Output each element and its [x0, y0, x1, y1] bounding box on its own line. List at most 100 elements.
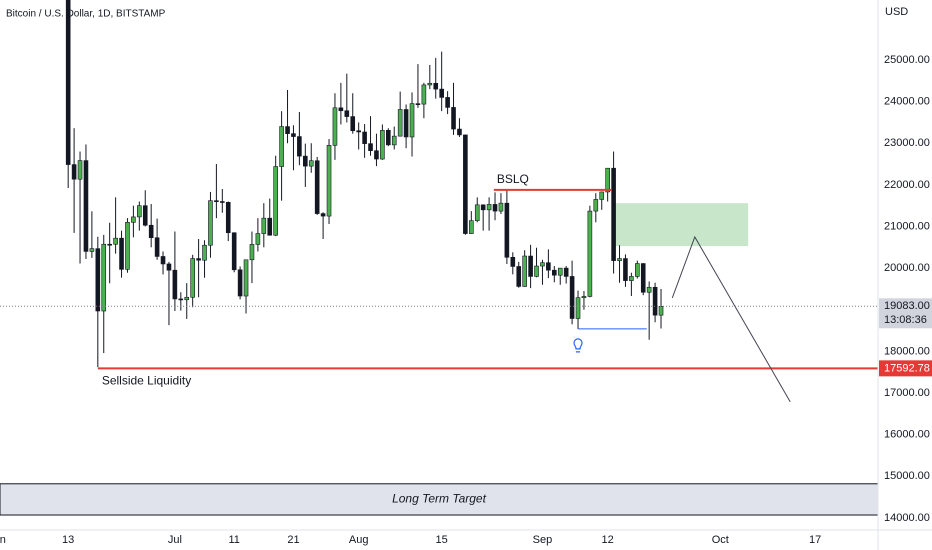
y-tick-label: 25000.00 [884, 54, 930, 66]
candle-body [374, 150, 379, 160]
countdown: 13:08:36 [884, 314, 927, 326]
candle-body [255, 233, 261, 245]
candle-body [125, 222, 130, 270]
chart-title: Bitcoin / U.S. Dollar, 1D, BITSTAMP [6, 9, 166, 20]
candle-body [137, 205, 142, 218]
candle-body [540, 262, 545, 267]
candle-body [457, 128, 462, 136]
candle-body [208, 200, 213, 246]
candle-body [397, 109, 403, 137]
candle-body [89, 248, 95, 252]
candle-body [243, 259, 249, 297]
candle-body [368, 143, 373, 152]
candle-body [261, 217, 267, 234]
candle-body [391, 135, 397, 146]
candle-body [356, 130, 361, 133]
sellside-price-box [879, 360, 932, 377]
candle-body [623, 258, 628, 281]
last-price-box [879, 298, 932, 329]
x-tick-label: 13 [62, 534, 74, 546]
candle-body [528, 255, 533, 277]
candle-body [510, 256, 516, 267]
candle-body [557, 267, 563, 276]
candle-body [332, 107, 338, 146]
candle-body [421, 84, 427, 105]
x-tick-label: 15 [436, 534, 448, 546]
bulb-icon [573, 338, 583, 353]
candle-body [297, 136, 302, 157]
candle-body [463, 134, 468, 234]
candle-body [107, 243, 112, 246]
candle-body [469, 220, 474, 234]
x-tick-label: Sep [533, 534, 553, 546]
candle-body [338, 107, 344, 112]
candle-body [285, 126, 290, 134]
candle-body [522, 255, 527, 287]
plot-area: Long Term Target Sellside Liquidity BSLQ [0, 0, 878, 516]
candle-body [498, 202, 504, 212]
sellside-label: Sellside Liquidity [102, 374, 191, 388]
candle-body [605, 167, 610, 193]
x-tick-label: Oct [712, 534, 729, 546]
supply-zone [611, 203, 749, 247]
candle-body [415, 103, 421, 105]
candle-body [71, 164, 77, 180]
candle-body [486, 204, 492, 211]
candle-body [196, 258, 201, 261]
candle-body [492, 204, 498, 212]
candle-body [220, 201, 225, 203]
candle-body [237, 269, 243, 297]
x-tick-label: Aug [349, 534, 369, 546]
candle-body [303, 155, 308, 167]
y-tick-label: 16000.00 [884, 429, 930, 441]
candle-body [593, 199, 599, 212]
candle-body [113, 237, 118, 245]
candle-body [154, 237, 160, 257]
candle-body [172, 269, 178, 300]
y-tick-label: 17000.00 [884, 387, 930, 399]
currency: USD [885, 6, 908, 18]
candle-body [640, 263, 646, 293]
candle-body [101, 243, 107, 312]
candle-body [231, 232, 237, 271]
candle-body [160, 256, 166, 265]
candle-body [658, 306, 664, 316]
candle-body [599, 191, 605, 200]
candle-body [178, 298, 184, 301]
candle-body [291, 133, 296, 137]
candle-body [635, 263, 640, 277]
candle-body [611, 167, 616, 261]
y-tick-label: 24000.00 [884, 95, 930, 107]
candle-body [225, 202, 231, 234]
candle-body [77, 160, 83, 180]
candle-body [279, 126, 284, 167]
candle-body [95, 248, 101, 312]
candle-body [214, 200, 219, 202]
candle-body [587, 210, 593, 297]
x-tick-label: Jul [168, 534, 182, 546]
candle-body [314, 160, 320, 214]
candle-body [142, 205, 148, 226]
candle-body [617, 258, 622, 261]
x-tick-label: Jun [0, 534, 6, 546]
candle-body [362, 131, 367, 144]
candle-body [480, 204, 486, 211]
x-tick-label: 17 [809, 534, 821, 546]
y-tick-label: 20000.00 [884, 262, 930, 274]
candle-body [148, 224, 154, 239]
candle-body [516, 266, 522, 287]
candle-body [403, 109, 409, 138]
y-tick-label: 14000.00 [884, 512, 930, 524]
candle-body [433, 82, 439, 90]
candle-body [166, 263, 172, 271]
y-tick-label: 15000.00 [884, 470, 930, 482]
candle-body [131, 216, 136, 223]
candle-body [380, 130, 385, 160]
y-tick-label: 22000.00 [884, 179, 930, 191]
candle-body [569, 276, 575, 319]
x-tick-label: 21 [287, 534, 299, 546]
candle-body [563, 267, 569, 277]
candle-body [534, 265, 539, 277]
